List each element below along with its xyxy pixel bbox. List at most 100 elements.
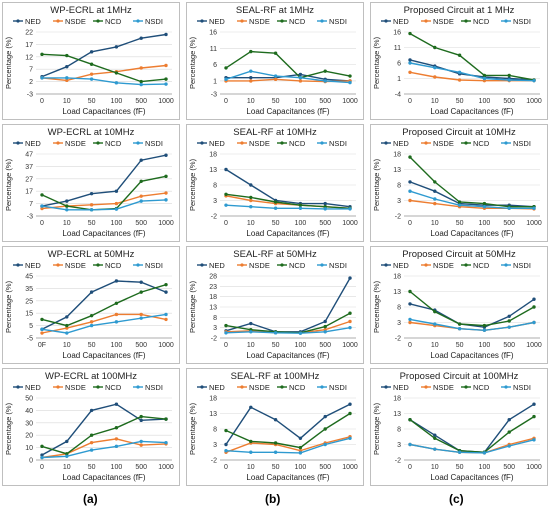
x-tick-label: 0 xyxy=(224,342,228,349)
x-tick-label: 0 xyxy=(408,98,412,105)
legend-label: NCD xyxy=(105,17,122,26)
data-point-nsdi xyxy=(273,74,278,78)
data-point-ned xyxy=(164,153,168,157)
x-tick-label: 1000 xyxy=(342,220,358,227)
series-line-ncd xyxy=(225,193,351,209)
legend-label: NED xyxy=(25,139,41,148)
y-tick-label: 18 xyxy=(209,294,217,301)
data-point-nsdi xyxy=(249,450,253,454)
legend-label: NSDI xyxy=(145,383,163,392)
data-point-nsde xyxy=(433,75,437,79)
y-axis-label: Percentage (%) xyxy=(188,36,197,89)
y-tick-label: 18 xyxy=(209,152,217,159)
x-axis-label: Load Capacitances (fF) xyxy=(246,351,329,360)
y-tick-label: 3 xyxy=(397,320,401,327)
x-tick-label: 50 xyxy=(456,220,464,227)
data-point-ncd xyxy=(348,74,352,78)
legend-label: NSDI xyxy=(145,139,163,148)
x-tick-label: 10 xyxy=(63,464,71,471)
legend-marker xyxy=(320,385,324,389)
data-point-nsdi xyxy=(457,203,462,207)
x-tick-label: 0 xyxy=(408,220,412,227)
x-tick-label: 0 xyxy=(40,98,44,105)
x-tick-label: 10 xyxy=(431,342,439,349)
data-point-ncd xyxy=(65,323,69,328)
legend-marker xyxy=(384,141,388,145)
data-point-nsdi xyxy=(40,204,44,208)
legend-marker xyxy=(96,19,100,23)
data-point-nsdi xyxy=(249,330,253,334)
data-point-nsdi xyxy=(40,455,44,460)
data-point-nsdi xyxy=(164,440,168,445)
x-tick-label: 10 xyxy=(63,98,71,105)
y-axis-label: Percentage (%) xyxy=(372,158,381,211)
legend-label: NCD xyxy=(105,261,122,270)
series-line-nsdi xyxy=(409,190,534,210)
y-axis-label: Percentage (%) xyxy=(4,402,13,455)
legend-marker xyxy=(200,263,204,267)
data-point-ncd xyxy=(89,313,94,318)
series-line-ncd xyxy=(225,412,351,449)
data-point-ncd xyxy=(249,49,253,54)
legend-marker xyxy=(56,19,60,23)
legend-marker xyxy=(280,263,284,267)
legend-marker xyxy=(320,19,324,23)
legend-label: NSDE xyxy=(65,139,86,148)
x-axis-label: Load Capacitances (fF) xyxy=(430,229,513,238)
data-point-nsdi xyxy=(433,447,437,451)
data-point-nsdi xyxy=(273,206,278,210)
legend-marker xyxy=(56,385,60,389)
y-tick-label: 10 xyxy=(25,445,33,452)
data-point-ned xyxy=(65,65,69,69)
x-tick-label: 50 xyxy=(88,98,96,105)
x-tick-label: 100 xyxy=(295,98,307,105)
series-line-ncd xyxy=(409,156,534,208)
legend-label: NSDE xyxy=(249,383,270,392)
chart-frame xyxy=(186,2,364,120)
x-tick-label: 1000 xyxy=(342,342,358,349)
data-point-nsdi xyxy=(482,328,487,332)
data-point-ncd xyxy=(408,418,412,422)
chart-5: SEAL-RF at 10MHz NED NSDE NCD NSDI -2 3 8 13 18 0 1… xyxy=(186,124,364,242)
data-point-nsdi xyxy=(114,81,119,85)
data-point-nsdi xyxy=(40,327,44,332)
legend-marker xyxy=(136,263,140,267)
legend-marker xyxy=(240,141,244,145)
chart-title: Proposed Circuit at 1 MHz xyxy=(404,5,515,16)
x-tick-label: 500 xyxy=(319,220,331,227)
x-tick-label: 50 xyxy=(456,464,464,471)
legend-marker xyxy=(96,263,100,267)
y-tick-label: -5 xyxy=(27,336,33,343)
chart-title: WP-ECRL at 10MHz xyxy=(48,127,135,138)
data-point-ned xyxy=(139,36,143,40)
series-line-nsdi xyxy=(42,77,167,86)
y-tick-label: 8 xyxy=(213,183,217,190)
legend-label: NSDI xyxy=(329,17,347,26)
x-tick-label: 50 xyxy=(456,342,464,349)
y-tick-label: -2 xyxy=(395,458,401,465)
x-tick-label: 0 xyxy=(408,464,412,471)
legend-label: NSDE xyxy=(433,261,454,270)
data-point-ned xyxy=(323,319,327,324)
y-tick-label: 20 xyxy=(25,433,33,440)
series-line-nsde xyxy=(41,64,167,82)
data-point-ned xyxy=(164,32,168,37)
legend-label: NED xyxy=(209,139,225,148)
data-point-ncd xyxy=(114,71,119,75)
x-tick-label: 10 xyxy=(247,342,255,349)
data-point-ncd xyxy=(298,445,303,450)
data-point-ncd xyxy=(408,289,412,294)
series-line-nsdi xyxy=(225,327,351,334)
data-point-nsdi xyxy=(114,444,119,449)
chart-title: SEAL-RF at 100MHz xyxy=(231,371,320,382)
data-point-ncd xyxy=(164,417,168,421)
data-point-nsdi xyxy=(507,444,511,448)
data-point-nsde xyxy=(89,72,94,76)
data-point-ned xyxy=(298,72,303,77)
x-tick-label: 50 xyxy=(272,220,280,227)
y-tick-label: 8 xyxy=(397,427,401,434)
data-point-nsdi xyxy=(65,331,69,335)
data-point-nsdi xyxy=(348,325,352,330)
